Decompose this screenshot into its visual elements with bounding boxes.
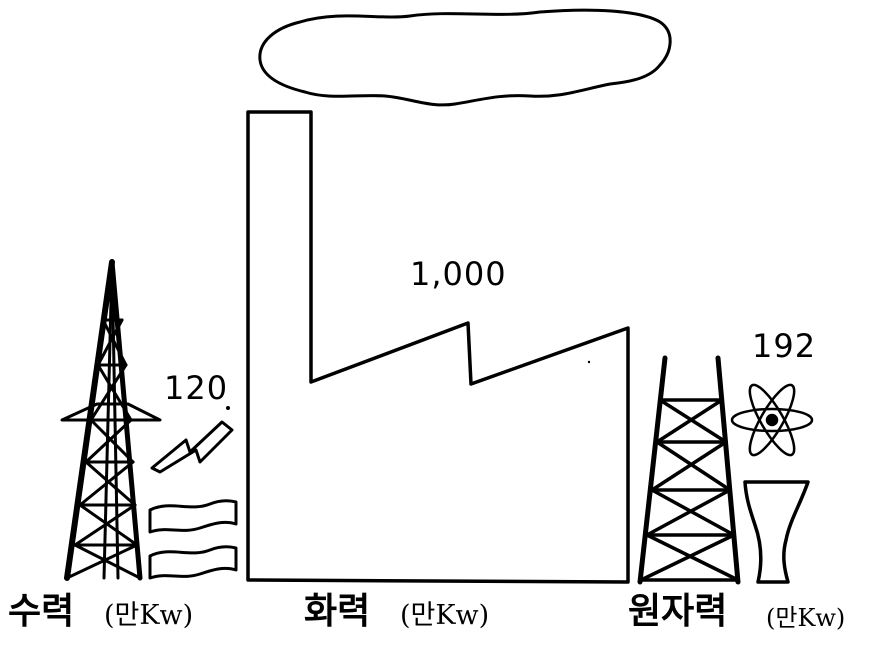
atom-icon xyxy=(730,383,814,457)
water-waves-icon xyxy=(148,499,238,580)
lightning-bolt-icon xyxy=(150,420,234,474)
dot-mark xyxy=(226,406,230,410)
cloud-icon xyxy=(258,8,672,107)
transmission-tower-icon xyxy=(60,259,162,581)
nuclear-tower-icon xyxy=(637,355,741,585)
thermal-unit: (만Kw) xyxy=(400,600,490,631)
factory-icon xyxy=(246,110,630,584)
dot-mark xyxy=(587,360,591,364)
nuclear-label: 원자력 xyxy=(628,591,728,632)
nuclear-unit: (만Kw) xyxy=(766,604,846,632)
cooling-tower-icon xyxy=(743,480,810,584)
nuclear-value: 192 xyxy=(752,327,817,365)
hydro-label: 수력 xyxy=(8,591,75,632)
thermal-label: 화력 xyxy=(304,591,371,632)
hydro-value: 120 xyxy=(164,369,229,407)
thermal-value: 1,000 xyxy=(410,255,507,293)
hydro-unit: (만Kw) xyxy=(104,600,194,631)
